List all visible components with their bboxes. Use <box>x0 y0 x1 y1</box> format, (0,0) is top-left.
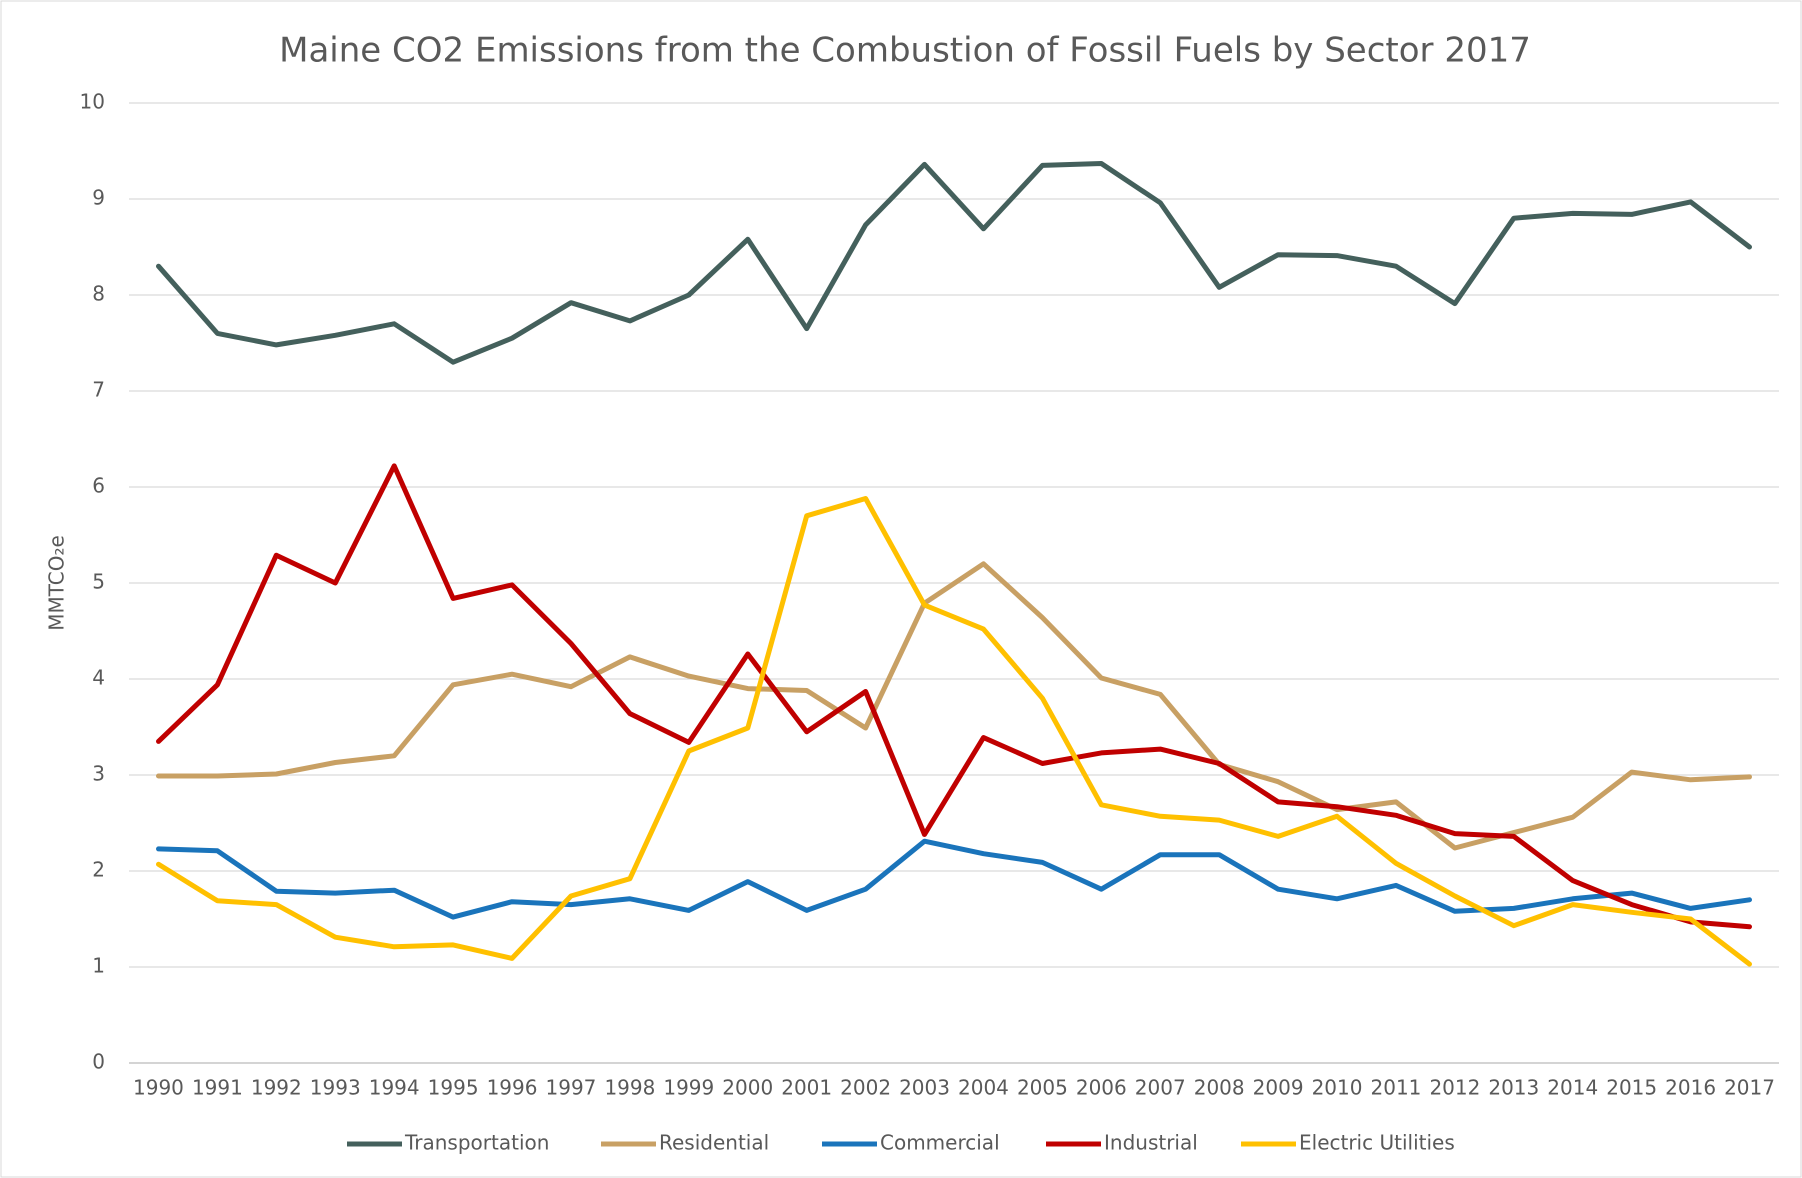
legend-label: Industrial <box>1104 1131 1198 1155</box>
x-tick-label: 1990 <box>133 1076 184 1100</box>
y-axis-label: MMTCO₂e <box>45 535 69 631</box>
x-tick-label: 2015 <box>1606 1076 1657 1100</box>
y-tick-label: 10 <box>80 90 105 114</box>
x-tick-label: 1993 <box>310 1076 361 1100</box>
legend-label: Transportation <box>404 1131 549 1155</box>
x-tick-label: 1999 <box>663 1076 714 1100</box>
x-tick-label: 1995 <box>428 1076 479 1100</box>
y-tick-label: 5 <box>92 570 105 594</box>
y-tick-label: 7 <box>92 378 105 402</box>
x-tick-label: 2011 <box>1371 1076 1422 1100</box>
x-tick-label: 2000 <box>722 1076 773 1100</box>
legend-label: Residential <box>659 1131 769 1155</box>
x-tick-label: 1996 <box>487 1076 538 1100</box>
y-tick-label: 8 <box>92 282 105 306</box>
x-tick-label: 2012 <box>1429 1076 1480 1100</box>
y-tick-label: 9 <box>92 186 105 210</box>
chart-title: Maine CO2 Emissions from the Combustion … <box>279 31 1531 71</box>
x-tick-label: 1998 <box>604 1076 655 1100</box>
x-tick-label: 2009 <box>1253 1076 1304 1100</box>
x-tick-label: 1997 <box>546 1076 597 1100</box>
x-tick-label: 1992 <box>251 1076 302 1100</box>
series-line <box>156 561 1752 851</box>
x-tick-label: 2002 <box>840 1076 891 1100</box>
series-line <box>156 463 1752 930</box>
x-tick-label: 2013 <box>1488 1076 1539 1100</box>
x-tick-label: 2005 <box>1017 1076 1068 1100</box>
series-line <box>156 496 1752 967</box>
y-tick-label: 0 <box>92 1050 105 1074</box>
x-tick-label: 2006 <box>1076 1076 1127 1100</box>
x-tick-label: 2017 <box>1724 1076 1775 1100</box>
y-tick-label: 2 <box>92 858 105 882</box>
legend-label: Commercial <box>880 1131 1000 1155</box>
x-tick-label: 1991 <box>192 1076 243 1100</box>
y-tick-label: 6 <box>92 474 105 498</box>
x-tick-label: 2004 <box>958 1076 1009 1100</box>
x-tick-label: 2016 <box>1665 1076 1716 1100</box>
x-tick-label: 2003 <box>899 1076 950 1100</box>
x-tick-label: 2001 <box>781 1076 832 1100</box>
y-tick-label: 4 <box>92 666 105 690</box>
x-tick-label: 2007 <box>1135 1076 1186 1100</box>
x-tick-label: 2014 <box>1547 1076 1598 1100</box>
legend-label: Electric Utilities <box>1299 1131 1455 1155</box>
x-tick-label: 1994 <box>369 1076 420 1100</box>
series-line <box>156 161 1752 365</box>
x-tick-label: 2010 <box>1312 1076 1363 1100</box>
y-tick-label: 1 <box>92 954 105 978</box>
y-tick-label: 3 <box>92 762 105 786</box>
x-tick-label: 2008 <box>1194 1076 1245 1100</box>
